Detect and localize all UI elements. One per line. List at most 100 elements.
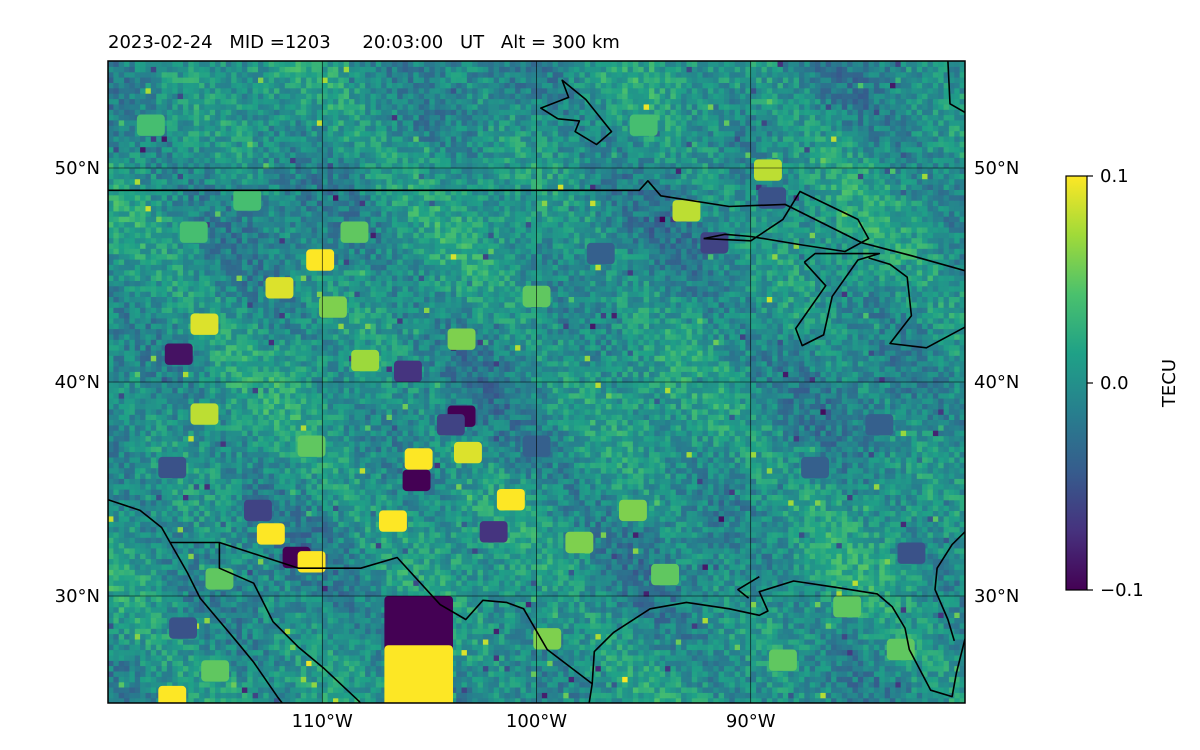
tec-cell bbox=[215, 622, 222, 629]
tec-cell bbox=[424, 542, 430, 549]
tec-cell bbox=[188, 638, 195, 645]
tec-cell bbox=[166, 654, 173, 661]
tec-cell bbox=[306, 612, 313, 618]
tec-cell bbox=[241, 542, 248, 549]
tec-cell bbox=[590, 628, 597, 635]
tec-cell bbox=[815, 585, 821, 592]
tec-cell bbox=[954, 692, 961, 699]
tec-cell bbox=[450, 622, 457, 629]
tec-cell bbox=[183, 649, 189, 656]
tec-cell bbox=[129, 547, 136, 554]
tec-cell bbox=[643, 580, 650, 586]
tec-cell bbox=[713, 697, 720, 703]
tec-cell bbox=[761, 580, 768, 586]
tec-cell bbox=[756, 547, 763, 554]
tec-cell bbox=[702, 612, 709, 618]
tec-cell bbox=[890, 590, 896, 597]
tec-cell bbox=[943, 681, 950, 688]
tec-cell bbox=[231, 617, 238, 624]
tec-cell bbox=[108, 606, 114, 613]
tec-cell bbox=[166, 563, 173, 570]
tec-cell bbox=[252, 601, 259, 608]
tec-cell bbox=[268, 644, 275, 651]
tec-cell bbox=[745, 569, 752, 576]
tec-cell bbox=[622, 676, 629, 683]
tec-cell bbox=[322, 622, 329, 629]
tec-cell bbox=[306, 644, 313, 651]
tec-cell bbox=[616, 676, 623, 683]
tec-cell bbox=[134, 660, 141, 667]
tec-cell bbox=[932, 596, 939, 602]
tec-cell bbox=[788, 676, 795, 683]
tec-cell bbox=[825, 686, 832, 693]
tec-cell bbox=[900, 596, 907, 602]
tec-cell bbox=[199, 558, 206, 565]
tec-cell bbox=[563, 638, 570, 645]
tec-cell bbox=[145, 633, 152, 640]
tec-cell bbox=[707, 542, 714, 549]
tec-cell bbox=[316, 665, 323, 672]
tec-cell bbox=[370, 547, 377, 554]
tec-cell bbox=[450, 676, 457, 683]
tec-cell bbox=[831, 574, 838, 581]
tec-cell bbox=[108, 660, 114, 667]
tec-cell bbox=[402, 574, 409, 581]
tec-cell bbox=[370, 633, 377, 640]
tec-cell bbox=[124, 558, 131, 565]
tec-cell bbox=[686, 638, 693, 645]
tec-cell bbox=[531, 558, 538, 565]
tec-cell bbox=[183, 612, 189, 618]
tec-cell bbox=[177, 580, 184, 586]
tec-cell bbox=[691, 547, 698, 554]
tec-cell bbox=[943, 670, 950, 677]
tec-cell bbox=[520, 596, 527, 602]
tec-cell bbox=[820, 654, 827, 661]
tec-cell bbox=[477, 612, 484, 618]
tec-cell bbox=[493, 644, 500, 651]
tec-cell bbox=[922, 617, 929, 624]
tec-cell bbox=[595, 617, 602, 624]
tec-cell bbox=[274, 569, 280, 576]
tec-cell bbox=[252, 558, 259, 565]
map-plot-area bbox=[108, 61, 965, 703]
tec-cell bbox=[932, 628, 939, 635]
tec-cell bbox=[948, 670, 955, 677]
tec-cell bbox=[890, 692, 896, 699]
tec-cell bbox=[488, 692, 495, 699]
tec-cell bbox=[606, 649, 613, 656]
tec-cell bbox=[118, 622, 125, 629]
tec-cell bbox=[836, 617, 843, 624]
tec-cell bbox=[424, 585, 430, 592]
tec-cell bbox=[493, 622, 500, 629]
tec-cell bbox=[547, 665, 554, 672]
tec-cell bbox=[354, 537, 361, 544]
tec-cell bbox=[649, 547, 655, 554]
tec-cell bbox=[477, 686, 484, 693]
tec-cell bbox=[397, 569, 404, 576]
tec-cell bbox=[959, 686, 965, 693]
tec-cell bbox=[306, 601, 313, 608]
tec-cell bbox=[804, 670, 811, 677]
tec-cell bbox=[702, 676, 709, 683]
tec-cell bbox=[675, 681, 682, 688]
tec-cell bbox=[927, 590, 934, 597]
tec-cell bbox=[541, 569, 548, 576]
tec-cell bbox=[541, 654, 548, 661]
tec-cell bbox=[777, 558, 784, 565]
tec-cell bbox=[916, 596, 923, 602]
tec-cell bbox=[172, 638, 179, 645]
tec-cell bbox=[215, 601, 222, 608]
tec-cell bbox=[718, 686, 725, 693]
tec-cell bbox=[499, 547, 505, 554]
tec-cell bbox=[718, 574, 725, 581]
tec-cell bbox=[632, 547, 639, 554]
tec-cell bbox=[606, 585, 613, 592]
tec-cell bbox=[702, 665, 709, 672]
tec-cell bbox=[440, 585, 447, 592]
tec-cell bbox=[145, 596, 152, 602]
tec-cell bbox=[745, 665, 752, 672]
tec-cell bbox=[670, 692, 677, 699]
tec-cell bbox=[686, 569, 693, 576]
tec-cell bbox=[397, 553, 404, 560]
tec-cell bbox=[938, 569, 945, 576]
